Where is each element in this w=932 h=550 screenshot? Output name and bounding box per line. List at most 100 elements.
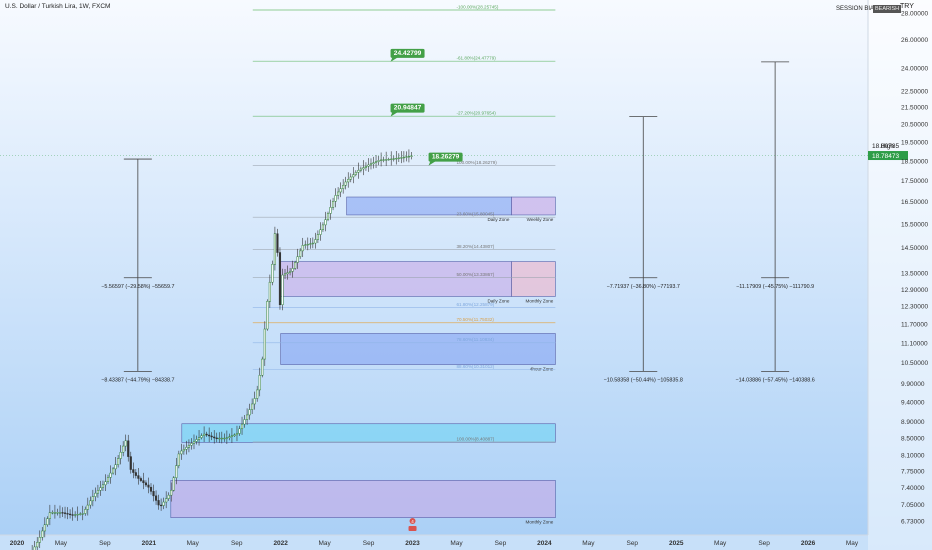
candle-body-85 xyxy=(233,434,236,437)
candle-body-131 xyxy=(349,176,352,180)
x-tick-16: May xyxy=(714,540,727,547)
candle-body-9 xyxy=(41,530,44,538)
candle-body-35 xyxy=(106,477,110,482)
candle-body-140 xyxy=(372,162,375,165)
candle-body-83 xyxy=(228,436,231,438)
y-tick-20: 8.90000 xyxy=(901,419,925,426)
candle-body-73 xyxy=(203,433,206,436)
candle-body-132 xyxy=(352,174,355,178)
candle-body-98 xyxy=(266,301,269,330)
callout-box-0 xyxy=(390,48,425,58)
x-tick-14: Sep xyxy=(626,540,638,547)
session-bias-badge[interactable]: BEARISH xyxy=(873,5,902,13)
candle-body-145 xyxy=(385,159,388,161)
candle-body-32 xyxy=(99,487,102,491)
candle-body-38 xyxy=(114,464,117,470)
measure-lower-label-0: −8.43387 (−44.79%) −84338.7 xyxy=(101,377,174,383)
candle-body-34 xyxy=(104,481,107,486)
measure-upper-label-1: −7.71937 (−36.80%) −77193.7 xyxy=(607,284,680,290)
ext-label-1: -61.80%(24.47779) xyxy=(456,56,496,61)
x-tick-9: 2023 xyxy=(405,540,420,547)
candle-body-93 xyxy=(253,398,256,405)
x-tick-12: 2024 xyxy=(537,540,552,547)
candle-body-76 xyxy=(210,435,213,438)
candle-body-137 xyxy=(364,166,368,168)
x-tick-3: 2021 xyxy=(142,540,157,547)
candle-body-13 xyxy=(51,512,54,514)
candle-body-129 xyxy=(344,181,347,186)
candle-body-36 xyxy=(109,472,112,478)
y-tick-15: 11.70000 xyxy=(901,322,928,329)
candle-body-41 xyxy=(122,445,125,453)
zone-3 xyxy=(181,423,556,443)
x-tick-11: Sep xyxy=(495,540,507,547)
candle-body-134 xyxy=(357,170,360,173)
candle-body-48 xyxy=(139,478,142,481)
y-tick-2: 24.00000 xyxy=(901,66,928,73)
candle-body-142 xyxy=(377,160,380,162)
candle-body-141 xyxy=(374,161,378,163)
y-tick-0: 28.00000 xyxy=(901,11,928,18)
y-tick-26: 6.73000 xyxy=(901,519,925,526)
high-marker-value: 18.80785 xyxy=(872,143,899,150)
candle-body-75 xyxy=(208,434,211,437)
callout-pointer-0 xyxy=(390,56,399,62)
high-marker-label: High xyxy=(881,143,895,150)
y-tick-23: 7.75000 xyxy=(901,468,925,475)
candle-body-22 xyxy=(74,514,77,516)
measure-lower-label-1: −10.58358 (−50.44%) −105835.8 xyxy=(604,377,683,383)
zone-0-label: Daily Zone xyxy=(487,217,509,222)
y-tick-3: 22.50000 xyxy=(901,89,928,96)
candle-body-88 xyxy=(240,423,244,430)
y-tick-18: 9.90000 xyxy=(901,381,925,388)
x-tick-6: 2022 xyxy=(273,540,288,547)
candle-body-101 xyxy=(273,233,276,265)
candle-body-53 xyxy=(152,491,155,497)
candle-body-51 xyxy=(147,484,150,488)
candle-body-56 xyxy=(160,504,163,507)
candle-body-69 xyxy=(192,441,196,444)
candle-body-29 xyxy=(91,496,94,502)
candle-body-52 xyxy=(149,486,153,492)
candle-body-112 xyxy=(301,245,304,252)
y-tick-12: 13.50000 xyxy=(901,271,928,278)
candle-body-139 xyxy=(369,163,373,166)
x-tick-4: May xyxy=(187,540,200,547)
candle-body-128 xyxy=(342,185,345,189)
time-axis-panel xyxy=(0,535,868,550)
candle-body-116 xyxy=(311,242,314,245)
candle-body-102 xyxy=(276,233,279,253)
ext-label-2: -100.00%(28.25745) xyxy=(456,5,498,10)
candle-body-81 xyxy=(223,437,226,440)
candle-body-84 xyxy=(230,435,233,437)
callout-label-2: 18.26279 xyxy=(432,154,460,161)
candle-body-50 xyxy=(144,482,148,486)
x-tick-0: 2020 xyxy=(10,540,25,547)
candle-body-146 xyxy=(387,158,390,161)
candle-body-72 xyxy=(200,435,203,438)
y-tick-9: 16.50000 xyxy=(901,199,928,206)
candle-body-28 xyxy=(89,500,92,506)
candle-body-62 xyxy=(175,465,178,478)
x-tick-5: Sep xyxy=(231,540,243,547)
x-tick-1: May xyxy=(55,540,68,547)
candle-body-114 xyxy=(306,243,309,246)
fib-label-0: 100.00%(18.26279) xyxy=(456,160,497,165)
candle-body-91 xyxy=(248,409,251,416)
candle-body-37 xyxy=(112,468,115,474)
candle-body-6 xyxy=(33,546,36,550)
candle-body-12 xyxy=(48,512,51,519)
candle-body-64 xyxy=(180,450,183,455)
candle-body-58 xyxy=(165,498,168,503)
candle-body-104 xyxy=(281,274,284,305)
candle-body-49 xyxy=(142,480,145,484)
zone-1 xyxy=(280,261,512,297)
candle-body-107 xyxy=(289,271,292,273)
x-tick-15: 2025 xyxy=(669,540,684,547)
y-tick-13: 12.90000 xyxy=(901,287,928,294)
fib-label-5: 70.50%(11.75032) xyxy=(456,317,494,322)
candle-body-10 xyxy=(43,524,46,532)
candle-body-153 xyxy=(405,156,408,158)
fib-label-3: 50.00%(13.33867) xyxy=(456,272,494,277)
